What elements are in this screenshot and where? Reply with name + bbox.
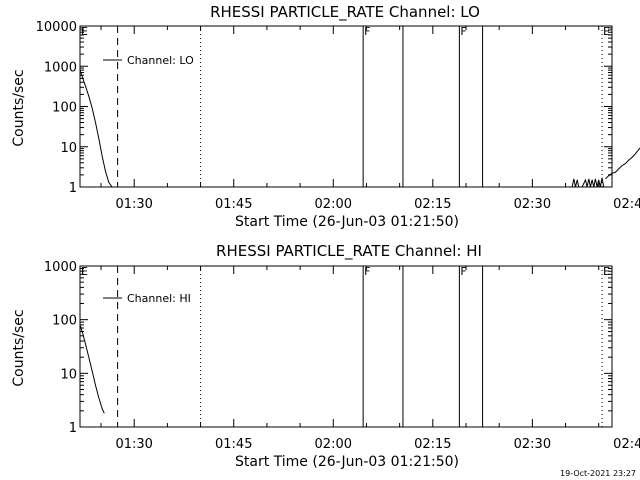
- plot-frame: [79, 265, 613, 428]
- event-marker-label: E: [81, 25, 88, 38]
- y-tick-label: 1: [69, 421, 77, 436]
- chart-title: RHESSI PARTICLE_RATE Channel: HI: [216, 242, 482, 261]
- series-line: [605, 147, 640, 180]
- event-marker-label: F: [364, 25, 370, 38]
- event-marker-label: F: [364, 265, 370, 278]
- y-axis-label: Counts/sec: [11, 69, 27, 146]
- series-line: [79, 324, 105, 414]
- x-tick-label: 01:30: [115, 437, 152, 452]
- y-tick-label: 10: [60, 367, 77, 382]
- y-axis-ticks: 1 10 100 1000: [44, 260, 612, 436]
- y-tick-label: 1: [69, 181, 77, 196]
- x-tick-label: 02:00: [315, 437, 352, 452]
- chart-panel-hi: RHESSI PARTICLE_RATE Channel: HI 1101001…: [11, 242, 640, 470]
- footer-timestamp: 19-Oct-2021 23:27: [560, 469, 636, 478]
- data-series: [79, 70, 640, 188]
- event-markers: EFFES: [81, 25, 610, 187]
- x-tick-label: 02:15: [414, 197, 451, 212]
- chart-title: RHESSI PARTICLE_RATE Channel: LO: [210, 3, 480, 22]
- x-axis-label: Start Time (26-Jun-03 01:21:50): [235, 214, 459, 230]
- y-tick-label: 100: [52, 101, 77, 116]
- x-tick-label: 02:45: [613, 437, 640, 452]
- legend-label: Channel: LO: [127, 54, 194, 67]
- event-marker-label: E: [81, 265, 88, 278]
- x-tick-label: 01:45: [215, 437, 252, 452]
- x-tick-label: 01:45: [215, 197, 252, 212]
- y-tick-label: 1000: [44, 60, 77, 75]
- x-tick-label: 02:45: [613, 197, 640, 212]
- event-marker-label: F: [460, 265, 466, 278]
- event-marker-label: E: [603, 25, 610, 38]
- series-line: [571, 177, 605, 188]
- x-tick-label: 01:30: [115, 197, 152, 212]
- event-marker-label: E: [603, 265, 610, 278]
- y-tick-label: 10000: [36, 20, 77, 35]
- y-axis-ticks: 1 10 100 1000 10000: [36, 20, 612, 196]
- x-axis-label: Start Time (26-Jun-03 01:21:50): [235, 454, 459, 470]
- legend: Channel: HI: [103, 292, 191, 305]
- legend: Channel: LO: [103, 54, 194, 67]
- x-tick-label: 02:30: [514, 437, 551, 452]
- chart-panel-lo: RHESSI PARTICLE_RATE Channel: LO 1101001…: [11, 3, 640, 230]
- plot-frame: [79, 25, 613, 188]
- series-line: [79, 70, 113, 188]
- event-markers: EFFES: [81, 265, 610, 427]
- event-marker-label: F: [460, 25, 466, 38]
- data-series: [79, 324, 105, 414]
- y-tick-label: 100: [52, 314, 77, 329]
- y-tick-label: 1000: [44, 260, 77, 275]
- legend-label: Channel: HI: [127, 292, 191, 305]
- x-tick-label: 02:00: [315, 197, 352, 212]
- y-axis-label: Counts/sec: [11, 309, 27, 386]
- x-tick-label: 02:15: [414, 437, 451, 452]
- x-tick-label: 02:30: [514, 197, 551, 212]
- y-tick-label: 10: [60, 141, 77, 156]
